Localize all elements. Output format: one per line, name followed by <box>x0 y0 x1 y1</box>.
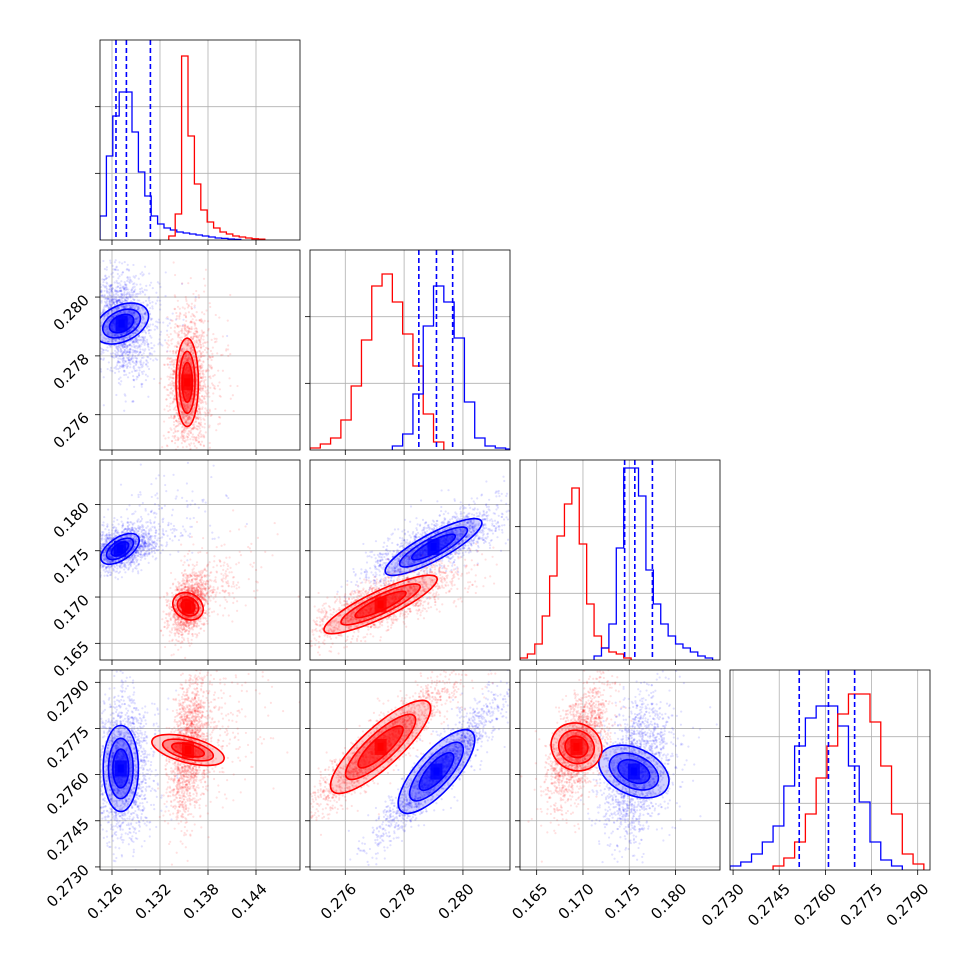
y-tick-label: 0.2760 <box>43 769 93 819</box>
panel-frame <box>519 669 721 871</box>
x-tick-label: 0.175 <box>601 880 644 923</box>
density-core-series-0 <box>427 539 440 556</box>
histogram-series-1 <box>168 55 266 240</box>
density-core-series-0 <box>114 540 126 557</box>
panel-frame <box>729 669 931 871</box>
x-tick-label: 0.2730 <box>698 880 748 930</box>
x-tick-label: 0.170 <box>555 880 598 923</box>
x-tick-label: 0.165 <box>508 880 551 923</box>
x-tick-label: 0.278 <box>376 880 419 923</box>
y-tick-label: 0.180 <box>50 499 93 542</box>
x-tick-label: 0.132 <box>132 880 175 923</box>
y-tick-label: 0.175 <box>50 545 93 588</box>
density-core-series-1 <box>570 738 583 755</box>
scatter-panel-1-2 <box>305 459 511 665</box>
y-tick-label: 0.278 <box>50 350 93 393</box>
density-core-series-0 <box>114 760 127 777</box>
panel-background <box>310 460 510 660</box>
x-tick-label: 0.144 <box>228 880 271 923</box>
density-core-series-0 <box>430 763 443 780</box>
histogram-series-1 <box>520 487 632 660</box>
panel-background <box>520 460 720 660</box>
x-tick-label: 0.2775 <box>836 880 886 930</box>
x-tick-label: 0.280 <box>435 880 478 923</box>
x-tick-label: 0.2760 <box>790 880 840 930</box>
x-tick-label: 0.276 <box>317 880 360 923</box>
scatter-panel-0-3: 0.126 0.132 0.138 0.1440.27300.27450.27600.… <box>43 669 301 923</box>
panel-background <box>730 670 930 870</box>
panel-background <box>100 40 300 240</box>
panel-frame <box>519 459 721 661</box>
scatter-panel-1-3: 0.276 0.278 0.280 <box>305 669 511 923</box>
y-tick-label: 0.2745 <box>43 815 93 865</box>
hist-panel-2 <box>515 459 721 665</box>
panel-frame <box>309 669 511 871</box>
y-tick-label: 0.2730 <box>43 861 93 911</box>
density-core-series-1 <box>182 742 194 758</box>
scatter-panel-0-1: 0.276 0.278 0.280 <box>50 249 301 455</box>
histogram-series-0 <box>593 467 714 660</box>
x-tick-label: 0.2790 <box>883 880 933 930</box>
x-tick-label: 0.2745 <box>744 880 794 930</box>
density-core-series-1 <box>182 598 194 615</box>
y-tick-label: 0.276 <box>50 409 93 452</box>
panel-frame <box>309 249 511 451</box>
panel-background <box>310 250 510 450</box>
panel-background <box>100 250 300 450</box>
histogram-series-0 <box>100 91 242 240</box>
density-core-series-1 <box>374 596 387 613</box>
density-core-series-1 <box>181 374 194 391</box>
panel-frame <box>309 459 511 661</box>
panel-frame <box>99 459 301 661</box>
panel-frame <box>99 669 301 871</box>
scatter-panel-2-3: 0.165 0.170 0.175 0.180 <box>508 669 721 923</box>
histogram-series-0 <box>391 285 510 450</box>
panel-frame <box>99 249 301 451</box>
y-tick-label: 0.280 <box>50 291 93 334</box>
y-tick-label: 0.170 <box>50 591 93 634</box>
hist-panel-1 <box>305 249 511 455</box>
hist-panel-0 <box>95 39 301 245</box>
x-tick-label: 0.126 <box>84 880 127 923</box>
histogram-series-0 <box>730 705 903 870</box>
y-tick-label: 0.2775 <box>43 723 93 773</box>
density-core-series-0 <box>115 315 128 332</box>
panel-background <box>100 460 300 660</box>
density-core-series-0 <box>627 763 640 780</box>
scatter-points-series-1 <box>520 670 633 863</box>
x-tick-label: 0.180 <box>647 880 690 923</box>
x-tick-label: 0.138 <box>180 880 223 923</box>
y-tick-label: 0.2790 <box>43 676 93 726</box>
panel-frame <box>99 39 301 241</box>
histogram-series-1 <box>772 693 925 870</box>
y-tick-label: 0.165 <box>50 637 93 680</box>
density-core-series-1 <box>374 738 387 755</box>
